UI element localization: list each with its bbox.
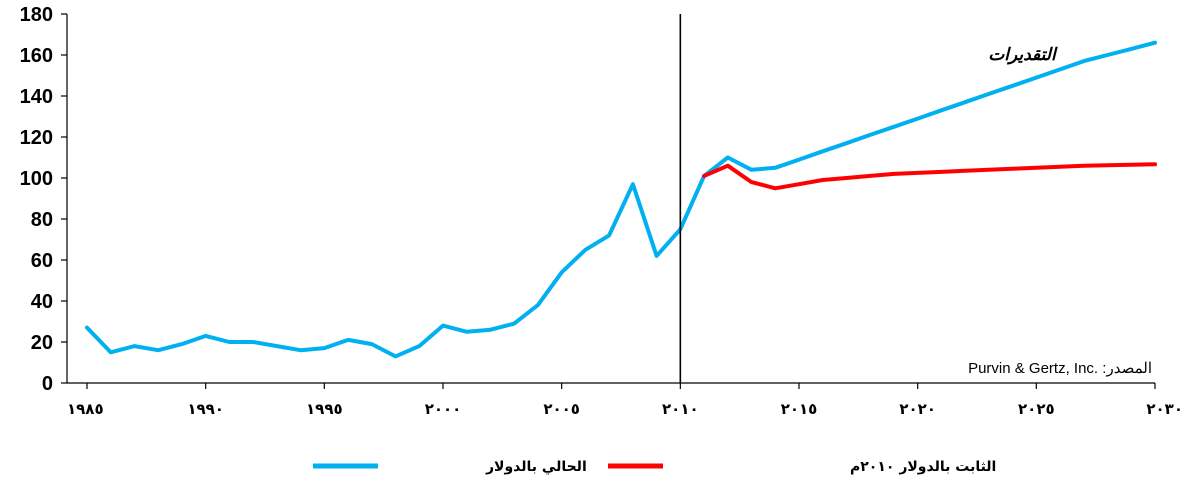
x-tick-label: ٢٠١٠ bbox=[662, 400, 699, 418]
y-tick-label: 180 bbox=[20, 4, 53, 26]
y-tick-label: 0 bbox=[42, 373, 53, 395]
legend-label-1: الحالي بالدولار bbox=[485, 459, 587, 475]
x-tick-label: ٢٠٢٠ bbox=[899, 400, 936, 418]
y-tick-label: 160 bbox=[20, 45, 53, 67]
x-tick-label: ٢٠٢٥ bbox=[1018, 400, 1055, 418]
y-tick-label: 140 bbox=[20, 86, 53, 108]
x-tick-label: ٢٠٠٠ bbox=[425, 400, 462, 418]
x-tick-label: ٢٠٣٠ bbox=[1146, 400, 1183, 418]
legend-label-2: الثابت بالدولار ٢٠١٠م bbox=[850, 459, 996, 475]
series-layer bbox=[85, 40, 1157, 359]
series-line-1 bbox=[85, 40, 1157, 359]
x-axis: ١٩٨٥ ١٩٩٠ ١٩٩٥ ٢٠٠٠ ٢٠٠٥ ٢٠١٠ ٢٠١٥ ٢٠٢٠ ٢٠٢٥ ٢٠٣٠ bbox=[67, 382, 1183, 418]
y-tick-label: 100 bbox=[20, 168, 53, 190]
y-tick-label: 20 bbox=[31, 332, 53, 354]
x-tick-label: ١٩٩٥ bbox=[306, 400, 343, 418]
series-line-2 bbox=[702, 162, 1157, 191]
x-tick-label: ٢٠١٥ bbox=[781, 400, 818, 418]
y-tick-label: 80 bbox=[31, 209, 53, 231]
x-tick-label: ٢٠٠٥ bbox=[543, 400, 580, 418]
source-note: Purvin & Gertz, Inc. :المصدر bbox=[968, 360, 1152, 377]
legend: الحالي بالدولار الثابت بالدولار ٢٠١٠م bbox=[313, 459, 996, 475]
forecast-annotation: التقديرات bbox=[988, 45, 1058, 65]
y-axis: 0 20 40 60 80 100 120 140 160 180 bbox=[20, 4, 68, 395]
y-tick-label: 60 bbox=[31, 250, 53, 272]
y-tick-label: 120 bbox=[20, 127, 53, 149]
x-tick-label: ١٩٩٠ bbox=[187, 400, 224, 418]
x-tick-label: ١٩٨٥ bbox=[67, 400, 104, 418]
y-tick-label: 40 bbox=[31, 291, 53, 313]
